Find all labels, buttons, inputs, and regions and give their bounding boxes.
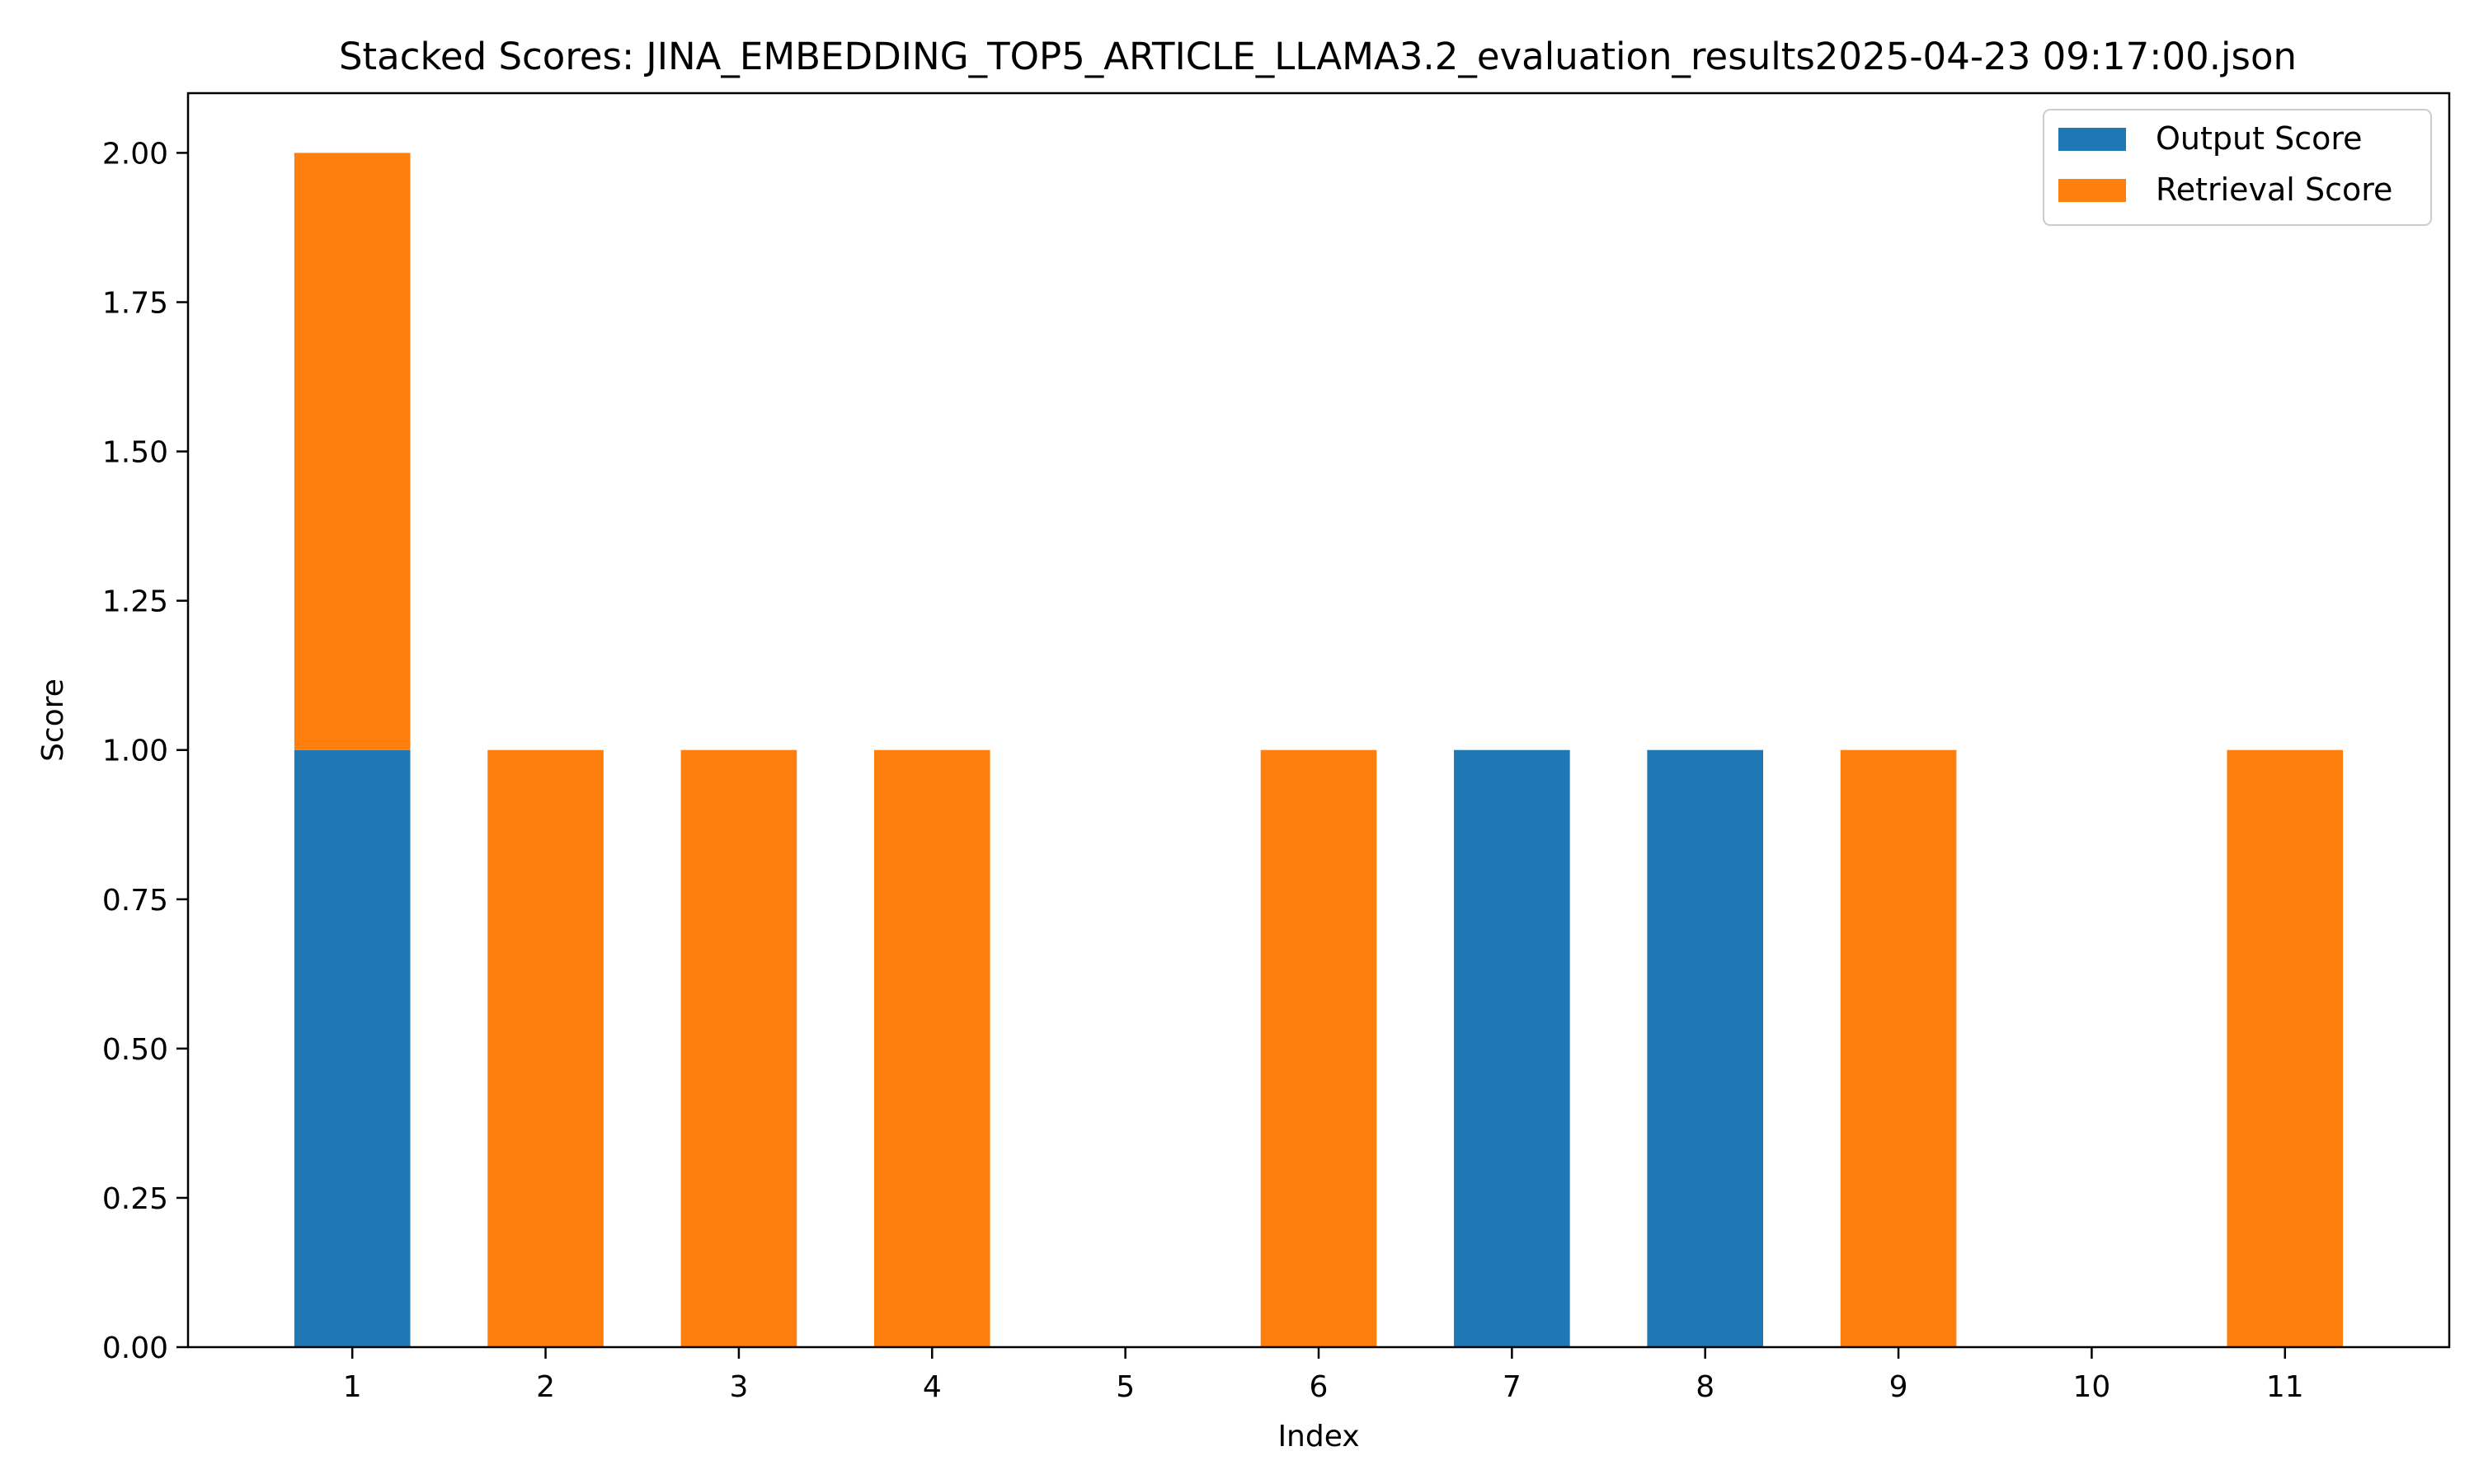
legend-label: Retrieval Score	[2156, 171, 2392, 208]
y-axis-label: Score	[36, 679, 70, 762]
y-tick-label: 1.00	[102, 735, 168, 768]
y-tick-label: 1.50	[102, 436, 168, 470]
y-tick-label: 0.25	[102, 1182, 168, 1216]
legend-box	[2043, 109, 2432, 226]
legend-swatch	[2058, 179, 2126, 202]
bar-output-7	[1454, 749, 1570, 1347]
y-tick-label: 0.75	[102, 884, 168, 918]
y-tick-label: 2.00	[102, 137, 168, 171]
bar-retrieval-9	[1840, 749, 1957, 1347]
bar-retrieval-4	[873, 749, 990, 1347]
bar-output-1	[294, 749, 411, 1347]
legend-swatch	[2058, 128, 2126, 151]
y-tick-label: 1.25	[102, 585, 168, 619]
bar-output-8	[1647, 749, 1764, 1347]
x-axis: 1 2 3 4 5 6 7 8 9 10 11	[343, 1347, 2304, 1404]
y-tick-label: 0.50	[102, 1033, 168, 1067]
x-tick-label: 9	[1889, 1370, 1908, 1404]
x-tick-label: 5	[1116, 1370, 1135, 1404]
y-tick-label: 0.00	[102, 1331, 168, 1365]
x-tick-label: 11	[2266, 1370, 2304, 1404]
legend: Output Score Retrieval Score	[2043, 109, 2432, 226]
x-tick-label: 4	[923, 1370, 942, 1404]
x-tick-label: 6	[1310, 1370, 1329, 1404]
x-tick-label: 7	[1503, 1370, 1522, 1404]
bar-retrieval-6	[1260, 749, 1377, 1347]
plot-area	[294, 153, 2344, 1347]
bar-retrieval-1	[294, 153, 411, 750]
x-tick-label: 8	[1696, 1370, 1714, 1404]
bar-retrieval-2	[487, 749, 604, 1347]
y-tick-label: 1.75	[102, 287, 168, 321]
bar-retrieval-3	[680, 749, 797, 1347]
x-tick-label: 2	[536, 1370, 555, 1404]
bar-retrieval-11	[2227, 749, 2344, 1347]
x-tick-label: 3	[729, 1370, 748, 1404]
x-tick-label: 10	[2073, 1370, 2111, 1404]
x-axis-label: Index	[1277, 1420, 1359, 1453]
chart-title: Stacked Scores: JINA_EMBEDDING_TOP5_ARTI…	[339, 35, 2297, 78]
x-tick-label: 1	[343, 1370, 362, 1404]
y-axis: 0.00 0.25 0.50 0.75 1.00 1.25 1.50 1.75 2.00	[102, 137, 188, 1365]
legend-label: Output Score	[2156, 120, 2363, 157]
